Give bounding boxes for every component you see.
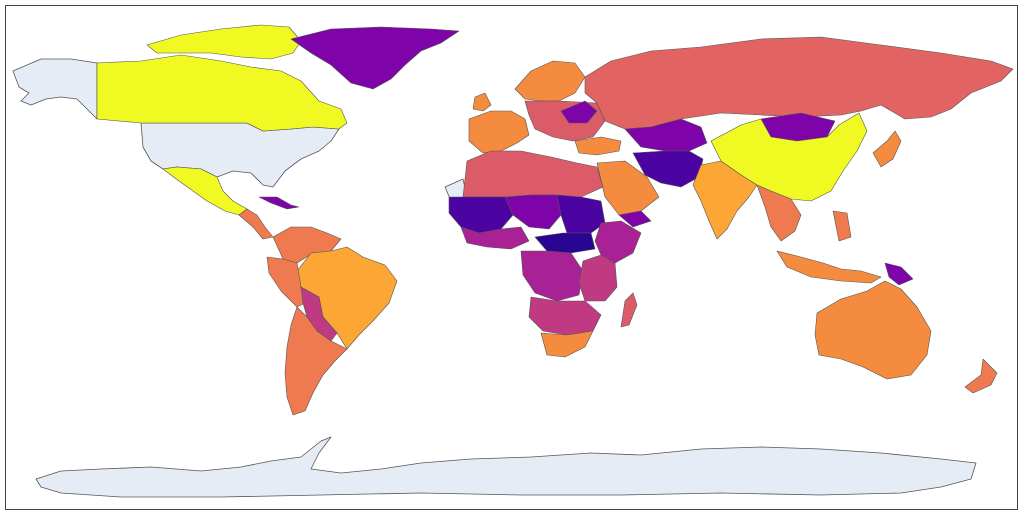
- congo-basin[interactable]: [520, 250, 584, 302]
- japan[interactable]: [872, 130, 902, 168]
- argentina-chile[interactable]: [284, 306, 348, 416]
- east-africa[interactable]: [578, 254, 618, 302]
- south-africa[interactable]: [540, 330, 594, 358]
- west-sahel[interactable]: [448, 196, 514, 234]
- greenland[interactable]: [290, 26, 460, 90]
- western-europe[interactable]: [468, 110, 530, 154]
- north-africa[interactable]: [462, 150, 604, 198]
- map-frame: [5, 5, 1018, 510]
- central-europe[interactable]: [524, 100, 606, 142]
- papua-new-guinea[interactable]: [884, 262, 914, 286]
- scandinavia[interactable]: [514, 60, 586, 102]
- world-map[interactable]: [6, 6, 1017, 509]
- no-data-regions: [12, 58, 977, 498]
- country-regions: [96, 24, 1014, 416]
- alaska[interactable]: [12, 58, 98, 120]
- philippines[interactable]: [832, 210, 852, 242]
- australia[interactable]: [814, 280, 932, 380]
- ukraine[interactable]: [560, 100, 598, 124]
- saudi-arabia[interactable]: [596, 160, 660, 216]
- sudan[interactable]: [556, 194, 606, 234]
- cuba-hispaniola[interactable]: [258, 196, 300, 210]
- chad-niger[interactable]: [504, 194, 562, 230]
- malaysia-indonesia[interactable]: [776, 250, 882, 284]
- antarctica[interactable]: [35, 436, 977, 498]
- central-african-republic[interactable]: [534, 232, 596, 254]
- new-zealand[interactable]: [964, 358, 998, 394]
- turkey[interactable]: [574, 136, 622, 156]
- mongolia[interactable]: [760, 112, 836, 142]
- west-africa[interactable]: [460, 226, 530, 250]
- yemen[interactable]: [618, 210, 652, 228]
- madagascar[interactable]: [620, 292, 638, 328]
- india[interactable]: [692, 160, 758, 240]
- canada-arctic-islands[interactable]: [146, 24, 302, 60]
- canada[interactable]: [96, 54, 348, 132]
- ethiopia-somalia[interactable]: [594, 220, 642, 264]
- central-asia[interactable]: [624, 118, 708, 152]
- southeast-asia[interactable]: [756, 184, 802, 242]
- uk-ireland[interactable]: [472, 92, 492, 112]
- southern-africa-north[interactable]: [528, 296, 602, 336]
- central-america[interactable]: [238, 208, 274, 240]
- peru[interactable]: [266, 256, 306, 308]
- mexico[interactable]: [162, 166, 248, 216]
- usa[interactable]: [140, 122, 340, 188]
